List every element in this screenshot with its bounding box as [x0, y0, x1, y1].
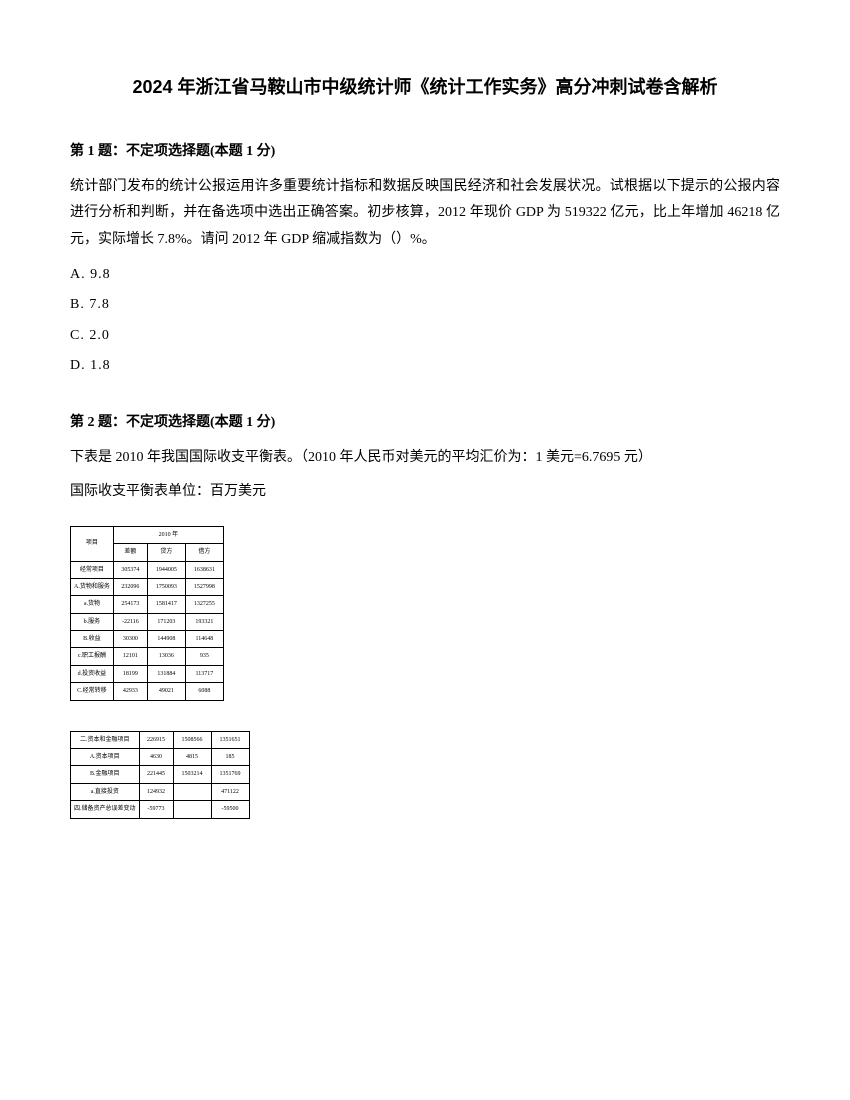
- cell: 1351651: [211, 731, 249, 748]
- cell: 1508566: [173, 731, 211, 748]
- tbl1-corner: 项目: [71, 526, 114, 561]
- q1-opt-c: C. 2.0: [70, 323, 780, 350]
- cell: 113717: [185, 665, 223, 682]
- cell: 1581417: [147, 596, 185, 613]
- q2-line1: 下表是 2010 年我国国际收支平衡表。（2010 年人民币对美元的平均汇价为：…: [70, 445, 780, 472]
- cell: b.服务: [71, 613, 114, 630]
- cell: 49021: [147, 683, 185, 700]
- cell: a.货物: [71, 596, 114, 613]
- cell: 232096: [113, 578, 147, 595]
- cell: 13036: [147, 648, 185, 665]
- q1-body: 统计部门发布的统计公报运用许多重要统计指标和数据反映国民经济和社会发展状况。试根…: [70, 174, 780, 254]
- tbl1-col2: 贷方: [147, 544, 185, 561]
- cell: 18199: [113, 665, 147, 682]
- cell: 114648: [185, 631, 223, 648]
- cell: 221445: [139, 766, 173, 783]
- cell: 124932: [139, 783, 173, 800]
- q2-header: 第 2 题：不定项选择题(本题 1 分): [70, 410, 780, 437]
- cell: 471122: [211, 783, 249, 800]
- cell: 30300: [113, 631, 147, 648]
- cell: 经常项目: [71, 561, 114, 578]
- tbl1-col1: 差额: [113, 544, 147, 561]
- cell: -22116: [113, 613, 147, 630]
- cell: 131884: [147, 665, 185, 682]
- cell: 254173: [113, 596, 147, 613]
- cell: 1327255: [185, 596, 223, 613]
- cell: B.收益: [71, 631, 114, 648]
- cell: 12101: [113, 648, 147, 665]
- q2-line2: 国际收支平衡表单位：百万美元: [70, 479, 780, 506]
- cell: 二.资本和金融项目: [71, 731, 140, 748]
- cell: 144908: [147, 631, 185, 648]
- document-title: 2024 年浙江省马鞍山市中级统计师《统计工作实务》高分冲刺试卷含解析: [70, 70, 780, 104]
- cell: 1503214: [173, 766, 211, 783]
- balance-table-2: 二.资本和金融项目 226915 1508566 1351651 A.资本项目 …: [70, 731, 250, 819]
- tbl1-col3: 借方: [185, 544, 223, 561]
- cell: -59773: [139, 801, 173, 818]
- cell: 1944005: [147, 561, 185, 578]
- cell: C.经常转移: [71, 683, 114, 700]
- cell: 四.储备资产总误差变动: [71, 801, 140, 818]
- cell: [173, 801, 211, 818]
- q1-opt-a: A. 9.8: [70, 262, 780, 289]
- tbl1-year: 2010 年: [113, 526, 223, 543]
- cell: d.投资收益: [71, 665, 114, 682]
- cell: 6088: [185, 683, 223, 700]
- cell: 935: [185, 648, 223, 665]
- cell: B.金融项目: [71, 766, 140, 783]
- cell: 1351769: [211, 766, 249, 783]
- q1-opt-d: D. 1.8: [70, 353, 780, 380]
- cell: 226915: [139, 731, 173, 748]
- cell: c.职工报酬: [71, 648, 114, 665]
- q1-header: 第 1 题：不定项选择题(本题 1 分): [70, 139, 780, 166]
- cell: 305374: [113, 561, 147, 578]
- cell: 1527998: [185, 578, 223, 595]
- cell: 4630: [139, 749, 173, 766]
- cell: -59500: [211, 801, 249, 818]
- cell: 185: [211, 749, 249, 766]
- balance-table-1: 项目 2010 年 差额 贷方 借方 经常项目 305374 1944005 1…: [70, 526, 224, 701]
- cell: A.资本项目: [71, 749, 140, 766]
- cell: 193321: [185, 613, 223, 630]
- cell: 1638631: [185, 561, 223, 578]
- cell: 1750093: [147, 578, 185, 595]
- cell: a.直接投资: [71, 783, 140, 800]
- cell: A.货物和服务: [71, 578, 114, 595]
- q1-opt-b: B. 7.8: [70, 292, 780, 319]
- cell: 4815: [173, 749, 211, 766]
- cell: [173, 783, 211, 800]
- cell: 171203: [147, 613, 185, 630]
- cell: 42933: [113, 683, 147, 700]
